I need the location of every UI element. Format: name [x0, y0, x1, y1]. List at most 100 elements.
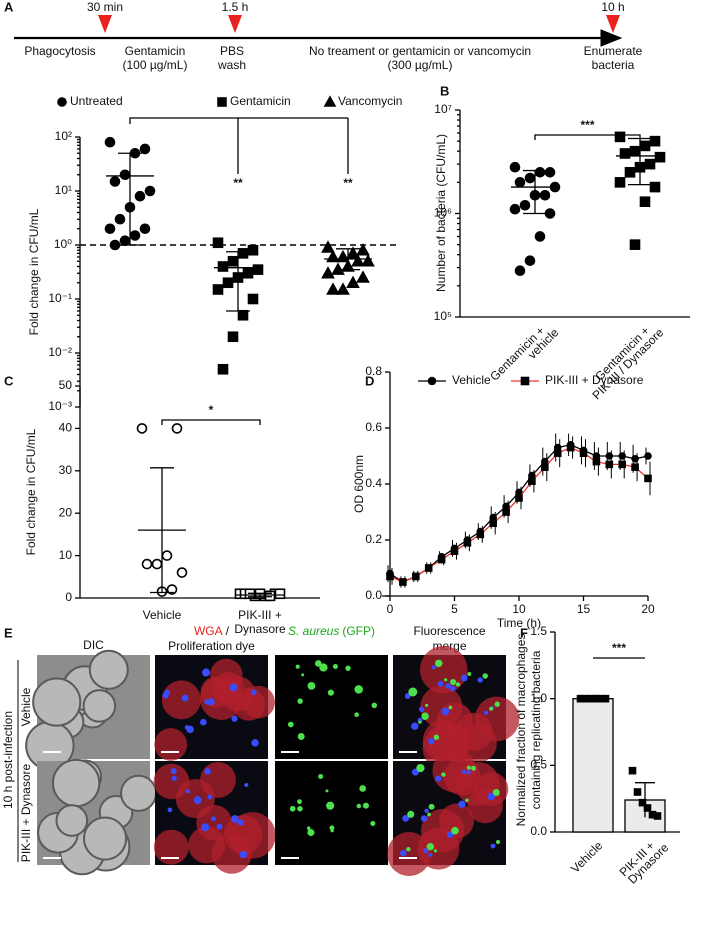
bacteria-spot	[482, 673, 488, 679]
dye-spot	[487, 792, 496, 801]
bacteria-spot	[326, 801, 335, 810]
step-label: bacteria	[592, 58, 635, 72]
data-point	[104, 223, 116, 235]
data-point	[252, 264, 264, 275]
bacteria-spot	[451, 826, 459, 835]
row-label: PIK-III + Dynasore	[19, 763, 33, 862]
header-part: WGA	[194, 624, 223, 638]
data-point	[437, 555, 446, 564]
data-point	[104, 136, 116, 148]
time-marker	[228, 15, 242, 33]
data-point	[605, 460, 614, 469]
bacteria-spot	[428, 803, 435, 810]
data-point	[644, 474, 652, 483]
y-tick-label: 10²	[55, 129, 72, 143]
panel-letter: B	[440, 83, 449, 98]
data-point	[502, 508, 510, 516]
bacteria-spot	[496, 840, 501, 845]
data-point	[639, 196, 651, 208]
data-point	[264, 590, 276, 602]
data-point	[274, 588, 286, 600]
cell	[419, 645, 468, 694]
data-point	[579, 449, 588, 458]
data-point	[633, 788, 642, 796]
bar	[572, 698, 614, 833]
data-point	[336, 249, 350, 263]
data-point	[644, 158, 656, 170]
bacteria-spot	[370, 820, 376, 827]
bacteria-spot	[465, 798, 469, 803]
data-point	[509, 203, 521, 215]
y-axis-label: Fold change in CFU/mL	[24, 428, 38, 555]
data-point	[217, 261, 229, 272]
bacteria-spot	[435, 659, 443, 668]
bacteria-spot	[418, 720, 422, 724]
data-point	[524, 255, 536, 266]
data-point	[212, 284, 224, 295]
bacteria-spot	[441, 772, 446, 777]
dye-spot	[201, 823, 210, 832]
header-part: (GFP)	[342, 624, 375, 638]
bacteria-spot	[416, 763, 425, 773]
bacteria-spot	[306, 826, 311, 830]
data-point	[614, 131, 626, 143]
bacteria-spot	[408, 687, 418, 697]
significance-label: ***	[612, 641, 626, 655]
dye-spot	[231, 715, 238, 722]
y-tick-label: 10	[59, 548, 73, 562]
data-point	[534, 167, 546, 178]
legend-label: Untreated	[70, 94, 123, 108]
data-point	[351, 254, 365, 267]
x-tick-label: 10	[512, 602, 526, 616]
bacteria-spot	[455, 682, 461, 687]
data-point	[618, 460, 627, 469]
x-tick-label: PIK-III +	[238, 608, 282, 622]
data-point	[161, 550, 173, 561]
significance-label: **	[343, 176, 353, 190]
y-tick-label: 10⁰	[54, 237, 72, 251]
significance-bracket	[129, 117, 348, 124]
significance-label: **	[233, 176, 243, 190]
cell	[417, 827, 460, 870]
data-point	[624, 167, 636, 178]
bacteria-spot	[406, 846, 411, 852]
dye-spot	[446, 831, 454, 838]
data-point	[638, 798, 647, 807]
bacteria-spot	[450, 679, 457, 686]
legend-label: Gentamicin	[230, 94, 291, 108]
bacteria-spot	[466, 765, 471, 770]
data-point	[509, 161, 521, 173]
dye-spot	[211, 816, 216, 822]
bacteria-spot	[327, 689, 334, 696]
dye-spot	[202, 668, 211, 677]
time-marker	[606, 15, 620, 33]
data-point	[534, 231, 546, 242]
y-tick-label: 40	[59, 421, 73, 435]
significance-bracket	[161, 419, 261, 425]
bacteria-spot	[314, 660, 322, 667]
step-label: Gentamicin	[125, 44, 186, 58]
bacteria-spot	[329, 825, 335, 831]
dye-spot	[244, 783, 249, 788]
data-point	[544, 167, 556, 178]
data-point	[129, 230, 141, 241]
cell	[32, 677, 82, 727]
data-point	[346, 275, 360, 289]
data-point	[386, 572, 394, 581]
header-part: S. aureus	[288, 624, 339, 638]
y-tick-label: 10⁻²	[48, 345, 72, 359]
bacteria-spot	[489, 706, 494, 711]
dye-spot	[411, 722, 419, 730]
data-point	[644, 452, 652, 460]
y-tick-label: 10⁷	[434, 102, 452, 116]
y-tick-label: 10¹	[55, 183, 72, 197]
data-point	[592, 457, 601, 466]
data-point	[614, 177, 626, 188]
dye-spot	[477, 677, 483, 683]
cell	[51, 758, 101, 808]
y-tick-label: 20	[59, 505, 73, 519]
data-point	[514, 265, 526, 277]
data-point	[476, 530, 485, 539]
legend-marker	[57, 97, 67, 107]
microscopy-panel: E DIC WGA/Proliferation dye S. aureus (GFP) F…	[1, 624, 520, 876]
